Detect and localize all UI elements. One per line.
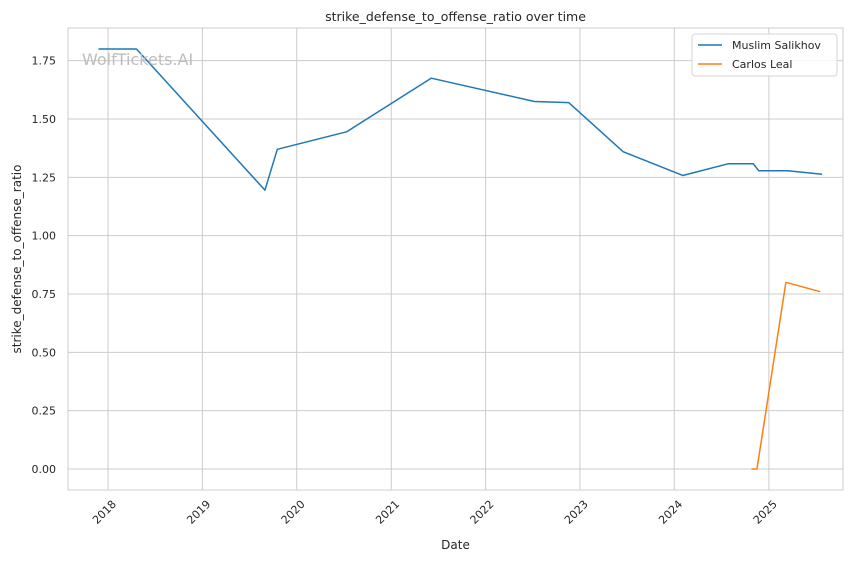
series-line-0 <box>98 48 823 191</box>
legend: Muslim Salikhov Carlos Leal <box>691 33 838 77</box>
x-axis-label: Date <box>441 538 470 552</box>
legend-box <box>691 33 838 77</box>
y-tick-label: 0.50 <box>32 346 57 359</box>
y-tick-label: 1.00 <box>32 230 57 243</box>
plot-area <box>67 27 844 491</box>
y-tick-label: 0.00 <box>32 463 57 476</box>
legend-label: Muslim Salikhov <box>732 39 821 52</box>
series-line-1 <box>751 281 821 470</box>
y-axis-label: strike_defense_to_offense_ratio <box>10 165 24 354</box>
watermark: WolfTickets.AI <box>82 50 193 69</box>
series-layer <box>98 48 823 470</box>
chart-title: strike_defense_to_offense_ratio over tim… <box>325 9 586 24</box>
y-tick-label: 0.25 <box>32 405 57 418</box>
grid <box>68 28 843 490</box>
y-tick-label: 0.75 <box>32 288 57 301</box>
y-tick-label: 1.50 <box>32 113 57 126</box>
legend-label: Carlos Leal <box>732 58 792 71</box>
y-tick-label: 1.25 <box>32 171 57 184</box>
y-tick-label: 1.75 <box>32 55 57 68</box>
